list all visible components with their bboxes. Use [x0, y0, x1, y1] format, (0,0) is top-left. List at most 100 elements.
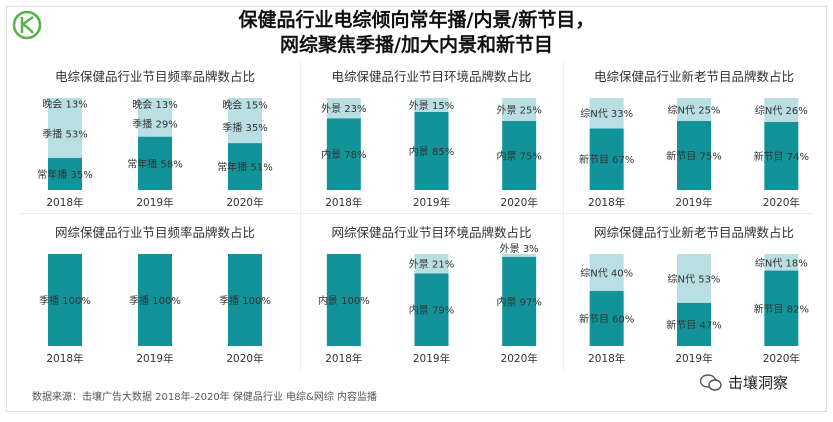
data-label: 内景 79% — [409, 304, 454, 317]
data-label: 新节目 67% — [579, 153, 634, 166]
data-label: 季播 100% — [39, 294, 91, 307]
bar-外景 — [414, 254, 449, 274]
bar-综N代 — [764, 254, 799, 271]
x-tick-label: 2020年 — [501, 352, 538, 365]
brand-badge: 击壤洞察 — [700, 372, 788, 393]
data-label: 新节目 74% — [754, 150, 809, 163]
chart-web-new-old: 新节目 60% 综N代 40% 2018年 新节目 47% 综N代 53% 2019年 新节… — [579, 254, 809, 365]
wechat-icon — [700, 373, 722, 391]
chart-tv-environment: 内景 78% 外景 23% 2018年 内景 85% 外景 15% 2019年 内景 75%… — [321, 98, 542, 209]
bar-新节目 — [677, 302, 711, 346]
chart-tv-new-old: 新节目 67% 综N代 33% 2018年 新节目 75% 综N代 25% 2019年 新节… — [579, 98, 809, 209]
panel-title: 电综保健品行业新老节目品牌数占比 — [593, 69, 794, 84]
bar-常年播 — [138, 136, 172, 190]
divider — [300, 62, 301, 370]
bar-综N代 — [677, 254, 711, 303]
logo-icon — [12, 10, 42, 40]
bar-新节目 — [589, 290, 624, 346]
data-label: 季播 29% — [132, 117, 177, 130]
page-title-line1: 保健品行业电综倾向常年播/内景/新节目， — [238, 9, 595, 31]
x-tick-label: 2019年 — [413, 196, 450, 209]
bar-外景 — [502, 254, 537, 257]
x-tick-label: 2020年 — [226, 352, 263, 365]
bar-外景 — [414, 98, 449, 112]
bar-新节目 — [764, 121, 799, 190]
data-label: 外景 25% — [496, 105, 541, 117]
bar-综N代 — [677, 98, 711, 121]
data-label: 综N代 25% — [668, 104, 721, 117]
data-source-note: 数据来源：击壤广告大数据 2018年-2020年 保健品行业 电综&网综 内容监… — [32, 392, 378, 403]
x-tick-label: 2018年 — [46, 196, 83, 209]
bar-综N代 — [589, 254, 624, 291]
bar-外景 — [326, 98, 361, 119]
panel-title: 电综保健品行业节目环境品牌数占比 — [331, 69, 532, 84]
bar-常年播 — [48, 157, 82, 190]
data-label: 新节目 75% — [666, 150, 721, 163]
x-tick-label: 2019年 — [136, 352, 173, 365]
bar-内景 — [414, 273, 449, 346]
x-tick-label: 2020年 — [226, 196, 263, 209]
panel-title: 网综保健品行业节目频率品牌数占比 — [54, 225, 255, 240]
bar-新节目 — [677, 121, 711, 190]
bar-外景 — [502, 98, 537, 121]
bar-内景 — [502, 121, 537, 190]
bar-综N代 — [589, 98, 624, 129]
bar-新节目 — [589, 128, 624, 190]
bar-内景 — [414, 111, 449, 190]
data-label: 内景 78% — [321, 148, 366, 161]
data-label: 综N代 18% — [755, 256, 808, 269]
data-label: 常年播 58% — [127, 157, 182, 170]
bar-常年播 — [228, 143, 262, 190]
x-tick-label: 2018年 — [325, 196, 362, 209]
x-tick-label: 2018年 — [325, 352, 362, 365]
bar-晚会 — [48, 98, 82, 110]
panel-title: 电综保健品行业节目频率品牌数占比 — [54, 69, 255, 84]
bar-季播 — [48, 109, 82, 158]
data-label: 常年播 35% — [37, 168, 92, 181]
bar-季播 — [228, 254, 262, 346]
data-label: 新节目 47% — [666, 318, 721, 331]
data-label: 综N代 26% — [755, 104, 808, 117]
x-tick-label: 2020年 — [763, 196, 800, 209]
x-tick-label: 2019年 — [675, 352, 712, 365]
chart-web-environment: 内景 100% 2018年 内景 79% 外景 21% 2019年 内景 97% 外景 3%… — [318, 243, 542, 365]
x-tick-label: 2020年 — [501, 196, 538, 209]
data-label: 季播 53% — [42, 127, 87, 140]
bar-新节目 — [764, 270, 799, 346]
divider — [20, 213, 813, 214]
bar-季播 — [48, 254, 82, 346]
x-tick-label: 2019年 — [675, 196, 712, 209]
bar-晚会 — [228, 98, 262, 111]
x-tick-label: 2018年 — [46, 352, 83, 365]
data-label: 外景 23% — [321, 103, 366, 115]
data-label: 内景 85% — [409, 145, 454, 158]
x-tick-label: 2020年 — [763, 352, 800, 365]
x-tick-label: 2019年 — [136, 196, 173, 209]
data-label: 内景 75% — [496, 150, 541, 163]
x-tick-label: 2018年 — [588, 352, 625, 365]
x-tick-label: 2018年 — [588, 196, 625, 209]
bar-季播 — [138, 254, 172, 346]
divider — [563, 62, 564, 370]
bar-季播 — [138, 109, 172, 137]
bar-综N代 — [764, 98, 799, 122]
data-label: 外景 3% — [500, 243, 539, 255]
data-label: 晚会 13% — [132, 98, 177, 111]
bar-内景 — [502, 256, 537, 346]
chart-web-frequency: 季播 100% 2018年 季播 100% 2019年 季播 100% 2020年 — [39, 254, 271, 365]
data-label: 内景 100% — [318, 294, 370, 307]
data-label: 综N代 33% — [580, 107, 633, 120]
data-label: 综N代 40% — [580, 266, 633, 279]
brand-name: 击壤洞察 — [728, 374, 789, 392]
bar-内景 — [326, 118, 361, 190]
data-label: 晚会 13% — [42, 98, 87, 111]
panel-title: 网综保健品行业节目环境品牌数占比 — [331, 225, 532, 240]
data-label: 外景 21% — [409, 259, 454, 271]
bar-内景 — [326, 254, 361, 346]
data-label: 新节目 60% — [579, 312, 634, 325]
data-label: 外景 15% — [409, 100, 454, 112]
data-label: 晚会 15% — [222, 98, 267, 111]
data-label: 季播 35% — [222, 121, 267, 134]
data-label: 新节目 82% — [754, 302, 809, 315]
page-title-line2: 网综聚焦季播/加大内景和新节目 — [280, 34, 553, 56]
